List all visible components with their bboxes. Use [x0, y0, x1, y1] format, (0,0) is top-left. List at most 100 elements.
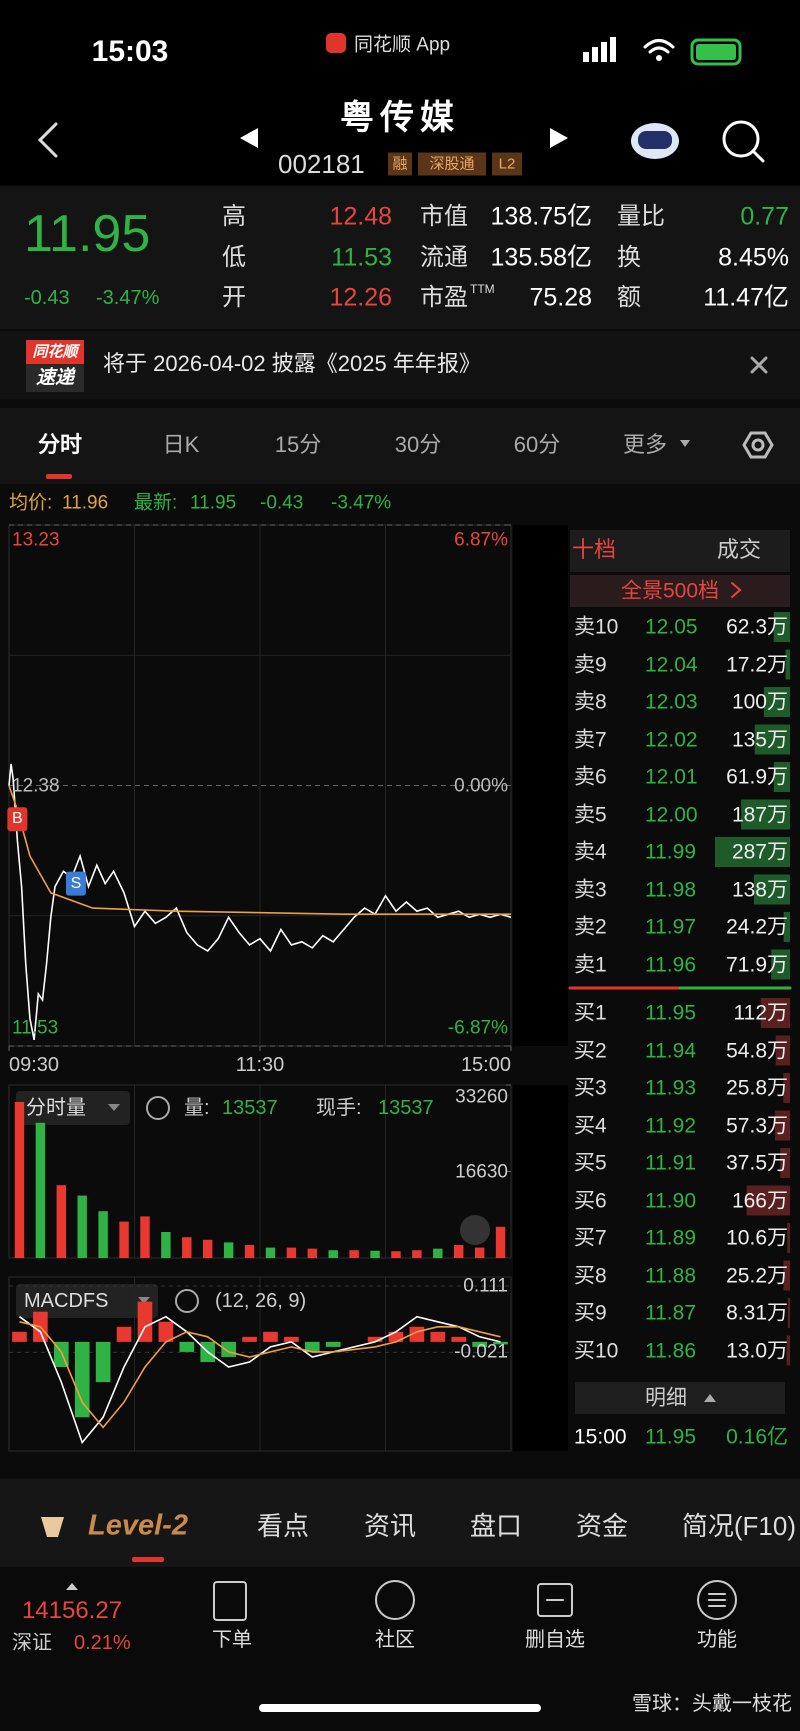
depth-bar	[753, 874, 790, 905]
community-icon[interactable]	[375, 1580, 415, 1620]
book-level: 买5	[574, 1151, 607, 1175]
volume-bar	[391, 1251, 401, 1258]
volume-bar	[56, 1185, 66, 1258]
bottom-tab[interactable]: 看点	[256, 1511, 310, 1541]
depth-bar	[783, 912, 790, 942]
bottom-tab-underline	[132, 1557, 164, 1562]
book-level: 卖8	[574, 690, 607, 714]
macd-bar	[284, 1336, 299, 1342]
period-tab[interactable]: 60分	[513, 432, 561, 457]
stat-value: 12.26	[329, 283, 392, 312]
prev-stock[interactable]	[240, 128, 258, 148]
y2-tick-label: -6.87%	[447, 1017, 508, 1039]
y-tick-label: 13.23	[12, 529, 60, 551]
volume-bar	[77, 1195, 87, 1258]
volume-bar	[223, 1242, 234, 1258]
close-icon[interactable]	[750, 356, 768, 374]
bottom-tab[interactable]: 资讯	[363, 1511, 417, 1541]
book-level: 买8	[574, 1264, 607, 1287]
menu-icon[interactable]	[697, 1580, 737, 1620]
vol-selector-bg[interactable]	[16, 1091, 130, 1125]
search-icon	[751, 149, 765, 163]
book-level: 买1	[574, 1001, 607, 1025]
book-price: 12.00	[645, 803, 698, 826]
macd-bar	[158, 1321, 174, 1342]
price-change: -0.43	[24, 287, 70, 309]
help-icon[interactable]	[175, 1289, 199, 1313]
menu-icon	[708, 1593, 726, 1607]
volume-bar	[244, 1244, 255, 1258]
help-icon[interactable]	[146, 1096, 170, 1120]
book-volume: 25.8万	[726, 1076, 788, 1100]
bottom-action[interactable]: 下单	[212, 1629, 252, 1651]
bottom-action[interactable]: 功能	[697, 1629, 737, 1651]
macd-bar	[74, 1341, 90, 1418]
remove-icon[interactable]	[537, 1583, 573, 1617]
search-icon[interactable]	[722, 120, 760, 158]
period-tab[interactable]: 15分	[274, 432, 322, 457]
fullscreen-icon[interactable]	[460, 1215, 490, 1245]
detail-amount: 0.16亿	[726, 1425, 788, 1449]
stock-code: 002181	[278, 149, 365, 179]
bottom-action[interactable]: 社区	[375, 1629, 415, 1651]
volume-label: 量:	[184, 1097, 210, 1119]
book-volume: 187万	[731, 803, 788, 826]
bottom-tab[interactable]: 盘口	[469, 1511, 523, 1541]
bottom-action[interactable]: 删自选	[525, 1629, 585, 1651]
notice-badge-bg	[26, 340, 84, 364]
macd-bar	[367, 1336, 383, 1342]
book-level: 卖10	[574, 615, 619, 639]
book-level: 卖2	[574, 915, 607, 939]
settings-icon[interactable]	[742, 431, 774, 459]
y-tick-label: 16630	[455, 1161, 508, 1182]
stat-label: 流通	[420, 244, 468, 271]
book-tab[interactable]: 十档	[571, 537, 617, 562]
volume-bar	[349, 1250, 359, 1258]
trade-marker	[65, 871, 86, 896]
macd-bar	[325, 1341, 341, 1347]
macd-selector[interactable]: MACDFS	[24, 1290, 109, 1312]
book-tab[interactable]: 成交	[716, 537, 762, 562]
panorama-link[interactable]: 全景500档	[620, 579, 720, 603]
volume-bar	[454, 1244, 464, 1258]
period-tab[interactable]: 分时	[37, 432, 83, 457]
index-value: 14156.27	[21, 1597, 123, 1624]
book-level: 卖1	[574, 953, 607, 976]
panorama-bg	[570, 575, 790, 607]
bottom-tab[interactable]: Level-2	[88, 1509, 188, 1542]
wifi-icon	[656, 55, 662, 61]
detail-toggle[interactable]: 明细	[645, 1386, 687, 1410]
volume-selector[interactable]: 分时量	[26, 1097, 86, 1119]
stat-label: 市盈	[420, 284, 468, 311]
bottom-tab[interactable]: 资金	[575, 1511, 629, 1541]
macd-bar	[388, 1331, 404, 1342]
depth-bar	[783, 1260, 790, 1291]
period-tab[interactable]: 30分	[394, 432, 442, 457]
latest-change-pct: -3.47%	[331, 492, 392, 514]
back-icon[interactable]	[37, 122, 58, 158]
book-level: 买7	[574, 1226, 607, 1250]
detail-price: 11.95	[645, 1425, 696, 1449]
book-price: 12.04	[645, 653, 698, 676]
y-tick-label: 11.53	[12, 1017, 59, 1039]
book-volume: 138万	[731, 878, 788, 901]
x-tick-label: 09:30	[9, 1054, 60, 1076]
y-tick-label: 12.38	[12, 775, 60, 796]
book-level: 买10	[574, 1339, 619, 1362]
period-tab[interactable]: 更多	[622, 432, 668, 457]
stat-label: 量比	[617, 203, 665, 230]
stock-tag: 融	[388, 152, 412, 176]
more-arrow	[680, 440, 690, 447]
book-volume: 100万	[731, 690, 788, 714]
notice-text[interactable]: 将于 2026-04-02 披露《2025 年年报》	[103, 351, 481, 376]
next-stock[interactable]	[550, 128, 568, 148]
order-icon[interactable]	[213, 1581, 247, 1621]
depth-bar	[783, 1073, 790, 1103]
book-price: 12.05	[645, 615, 698, 639]
volume-bar	[203, 1239, 213, 1258]
period-tab[interactable]: 日K	[162, 432, 200, 457]
bottom-tab[interactable]: 简况(F10)	[681, 1511, 796, 1541]
app-icon	[326, 33, 346, 53]
y2-tick-label: 6.87%	[454, 529, 508, 551]
